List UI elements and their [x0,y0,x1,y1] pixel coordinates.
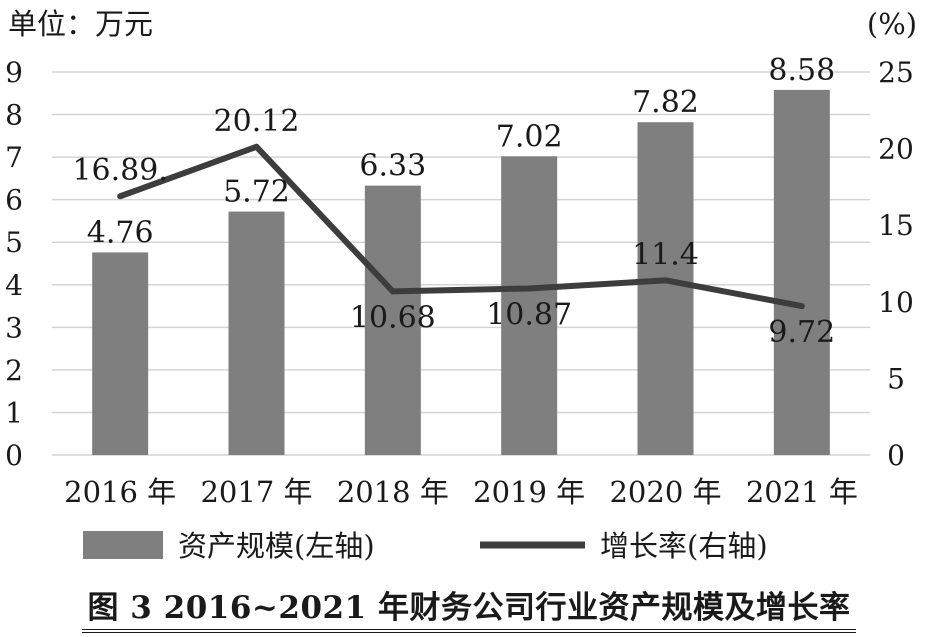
gridlines [52,71,870,456]
line-point [253,143,260,150]
line-value-label: 11.4 [632,237,699,272]
bar-value-label: 8.58 [768,53,835,88]
y-left-tick-label: 8 [5,99,23,132]
y-left-tick-label: 1 [5,396,23,429]
y-left-tick-label: 4 [5,269,23,302]
x-tick-label: 2018 年 [337,475,449,509]
bar [92,252,149,455]
bar-series [92,89,830,456]
data-labels: 4.76 5.72 6.33 7.02 7.82 8.58 16.89. 20.12 10.68… [72,53,835,350]
bar-value-label: 7.02 [496,119,563,154]
y-right-tick-label: 15 [878,209,914,242]
line-value-label: 10.68 [350,300,436,335]
y-right-tick-label: 25 [878,56,914,89]
y-right-tick-label: 20 [878,133,914,166]
line-point [526,285,533,292]
bar [364,185,421,455]
bar-value-label: 4.76 [87,215,154,250]
x-tick-label: 2020 年 [609,475,721,509]
y-left-tick-label: 6 [5,184,23,217]
legend-line-label: 增长率(右轴) [600,529,768,563]
legend: 资产规模(左轴) 增长率(右轴) [83,529,768,563]
bar [228,211,285,455]
y-left-tick-label: 2 [5,354,23,387]
bar-value-label: 7.82 [632,85,699,120]
bar-value-label: 6.33 [359,149,426,184]
line-value-label: 20.12 [214,104,300,139]
chart: 单位：万元 (%) 4.76 5.72 6.33 7.02 7.82 8.58 16.89.… [5,7,917,563]
legend-bar-swatch [83,531,163,559]
y-left-tick-label: 3 [5,311,23,344]
line-value-label: 10.87 [486,297,572,332]
line-value-label: 16.89. [72,153,167,188]
line-point [662,277,669,284]
line-point [798,303,805,310]
y-right-tick-label: 0 [887,439,905,472]
y-left-tick-label: 7 [5,141,23,174]
line-point [389,288,396,295]
bar-value-label: 5.72 [223,175,290,210]
x-tick-label: 2016 年 [64,475,176,509]
y-right-tick-label: 10 [878,286,914,319]
x-tick-label: 2019 年 [473,475,585,509]
x-tick-label: 2017 年 [200,475,312,509]
legend-bar-label: 资产规模(左轴) [178,529,375,563]
right-axis-unit-label: (%) [867,7,917,41]
bar [501,156,558,455]
y-left-tick-label: 9 [5,56,23,89]
figure-caption: 图 3 2016~2021 年财务公司行业资产规模及增长率 [81,582,857,633]
line-series [117,143,805,310]
y-left-tick-label: 0 [5,439,23,472]
line-point [117,193,124,200]
bar [637,122,694,456]
x-tick-label: 2021 年 [746,475,858,509]
line-value-label: 9.72 [768,315,835,350]
bar [773,89,830,455]
y-left-tick-label: 5 [5,226,23,259]
left-axis-unit-label: 单位：万元 [8,7,153,41]
axis-tick-labels: 0 1 2 3 4 5 6 7 8 9 0 5 10 15 20 25 2016 年 2017 年 2018 年 20… [5,56,914,509]
y-right-tick-label: 5 [887,362,905,395]
line-series-path [119,143,803,310]
